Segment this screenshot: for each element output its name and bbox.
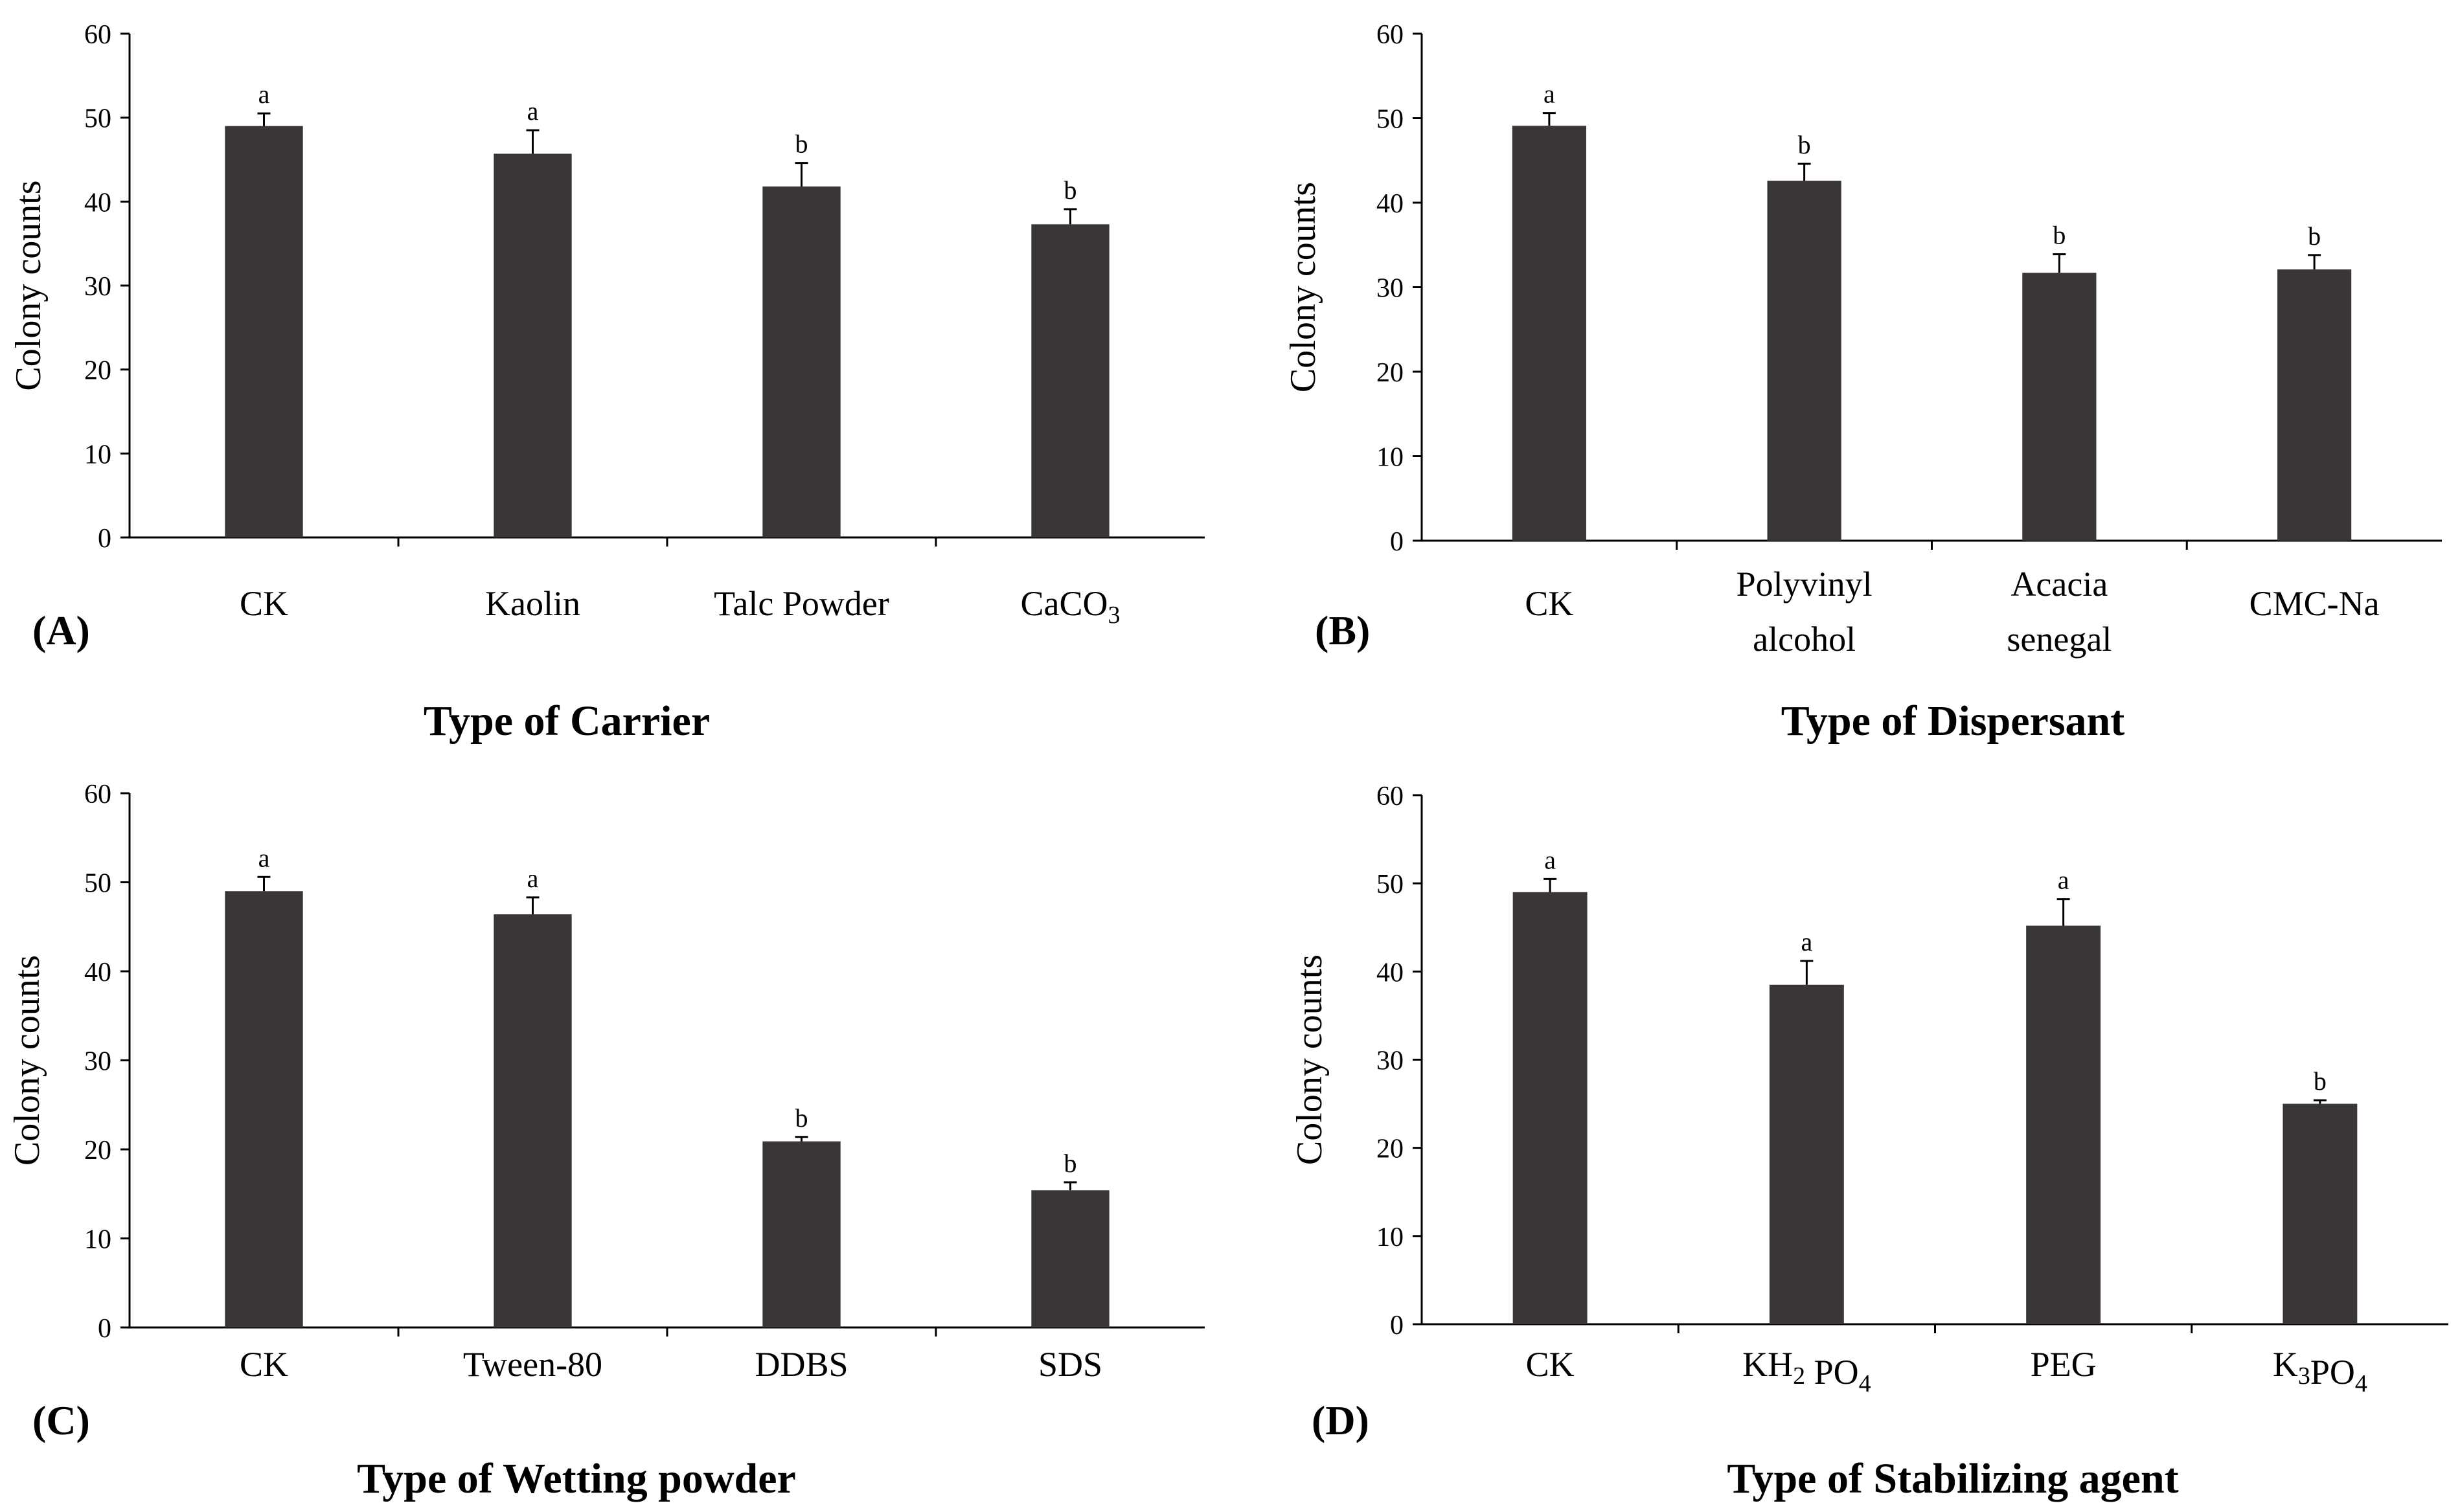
y-tick-label: 40 xyxy=(1376,189,1404,219)
bar xyxy=(762,186,841,537)
category-label: CMC-Na xyxy=(2249,584,2380,623)
y-tick-label: 20 xyxy=(84,356,111,386)
bar xyxy=(1767,181,1841,541)
bar xyxy=(2026,925,2101,1324)
y-tick-label: 10 xyxy=(84,440,111,469)
bar xyxy=(225,126,303,538)
category-label: CK xyxy=(1525,584,1573,623)
y-tick-label: 30 xyxy=(1376,1046,1404,1076)
y-tick-label: 50 xyxy=(1376,870,1404,899)
significance-letter: a xyxy=(258,80,270,109)
y-tick-label: 10 xyxy=(84,1225,111,1255)
bar xyxy=(1031,224,1110,537)
bar xyxy=(225,891,303,1327)
x-axis-title: Type of Wetting powder xyxy=(357,1455,796,1502)
category-label: K3PO4 xyxy=(2273,1345,2367,1397)
category-label: CaCO3 xyxy=(1021,584,1121,629)
chart-panel-b: 0 10 20 30 40 50 60 Colony counts a CK b Polyvinyl a… xyxy=(1283,20,2442,745)
y-tick-label: 20 xyxy=(84,1136,111,1166)
category-label: senegal xyxy=(2007,620,2112,659)
y-tick-label: 10 xyxy=(1376,1223,1404,1252)
y-tick-label: 60 xyxy=(84,20,111,50)
significance-letter: a xyxy=(1544,845,1556,874)
bar xyxy=(1031,1190,1110,1327)
x-axis-title: Type of Stabilizing agent xyxy=(1727,1455,2178,1502)
x-axis-title: Type of Carrier xyxy=(424,697,710,745)
y-axis-label: Colony counts xyxy=(8,180,49,390)
significance-letter: b xyxy=(1798,130,1811,159)
y-tick-label: 30 xyxy=(84,272,111,302)
y-tick-label: 40 xyxy=(1376,958,1404,987)
y-tick-label: 10 xyxy=(1376,443,1404,473)
category-label: Polyvinyl xyxy=(1737,565,1873,604)
y-tick-label: 0 xyxy=(1390,1311,1404,1340)
chart-panel-a: 0 10 20 30 40 50 60 Colony counts a CK a Kaolin b Tal… xyxy=(8,20,1205,745)
y-tick-label: 0 xyxy=(98,1314,111,1344)
category-label: CK xyxy=(1526,1345,1575,1384)
y-axis-label: Colony counts xyxy=(7,955,47,1166)
x-axis-title: Type of Dispersant xyxy=(1781,697,2124,745)
significance-letter: b xyxy=(2053,221,2066,250)
significance-letter: b xyxy=(795,130,808,159)
category-label: DDBS xyxy=(755,1345,848,1384)
y-tick-label: 60 xyxy=(1376,782,1404,811)
category-label: KH2 PO4 xyxy=(1742,1345,1871,1397)
significance-letter: b xyxy=(795,1103,808,1133)
bar xyxy=(494,153,572,537)
y-tick-label: 30 xyxy=(1376,274,1404,304)
significance-letter: a xyxy=(258,843,270,872)
y-tick-label: 60 xyxy=(84,780,111,809)
y-tick-label: 50 xyxy=(1376,105,1404,135)
category-label: CK xyxy=(240,584,288,623)
y-tick-label: 0 xyxy=(98,524,111,554)
significance-letter: b xyxy=(2308,221,2321,251)
y-axis-label: Colony counts xyxy=(1283,182,1323,392)
y-tick-label: 0 xyxy=(1390,527,1404,557)
significance-letter: a xyxy=(2058,866,2069,895)
bar xyxy=(1512,126,1586,541)
category-label: Kaolin xyxy=(485,584,580,623)
bar xyxy=(762,1141,841,1327)
significance-letter: b xyxy=(1064,175,1077,205)
y-tick-label: 20 xyxy=(1376,358,1404,388)
y-tick-label: 30 xyxy=(84,1047,111,1077)
y-tick-label: 60 xyxy=(1376,20,1404,50)
chart-panel-d: 0 10 20 30 40 50 60 Colony counts a CK a KH2 PO4 a PE… xyxy=(1290,782,2448,1502)
bar xyxy=(2022,273,2097,541)
bar xyxy=(494,914,572,1327)
significance-letter: b xyxy=(1064,1149,1077,1178)
significance-letter: a xyxy=(527,96,539,126)
chart-panel-c: 0 10 20 30 40 50 60 Colony counts a CK a Tween-80 b D… xyxy=(7,780,1205,1502)
category-label: SDS xyxy=(1038,1345,1102,1384)
significance-letter: a xyxy=(1543,80,1555,109)
y-tick-label: 40 xyxy=(84,188,111,218)
category-label: PEG xyxy=(2031,1345,2097,1384)
category-label: Talc Powder xyxy=(714,584,889,623)
bar xyxy=(1769,984,1844,1324)
panel-label: (A) xyxy=(32,607,90,653)
y-tick-label: 50 xyxy=(84,104,111,134)
significance-letter: a xyxy=(527,864,539,893)
panel-label: (B) xyxy=(1315,607,1370,653)
significance-letter: a xyxy=(1801,927,1812,956)
bar xyxy=(2277,269,2352,541)
category-label: alcohol xyxy=(1753,620,1856,659)
panel-label: (D) xyxy=(1312,1397,1369,1443)
category-label: CK xyxy=(240,1345,288,1384)
bar xyxy=(2283,1103,2358,1324)
y-tick-label: 20 xyxy=(1376,1134,1404,1164)
y-tick-label: 40 xyxy=(84,958,111,987)
bar xyxy=(1512,892,1588,1324)
significance-letter: b xyxy=(2314,1066,2327,1096)
category-label: Tween-80 xyxy=(463,1345,602,1384)
y-axis-label: Colony counts xyxy=(1290,954,1330,1165)
y-tick-label: 50 xyxy=(84,869,111,899)
category-label: Acacia xyxy=(2010,565,2108,604)
panel-label: (C) xyxy=(32,1397,90,1443)
